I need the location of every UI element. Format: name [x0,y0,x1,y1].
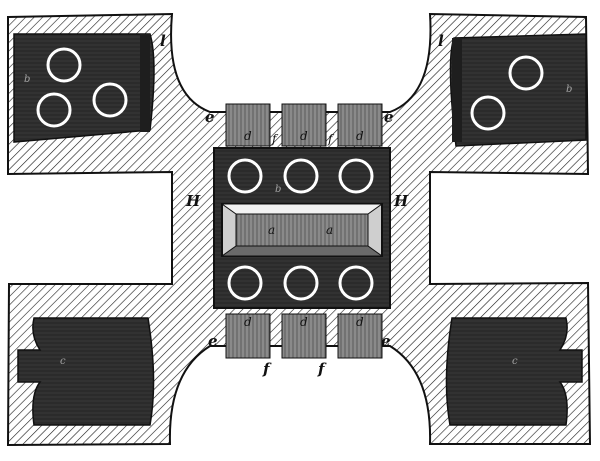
label-l-left: l [160,32,166,50]
bottom-channels [225,313,383,359]
label-d-bottom-1: d [244,315,252,329]
central-panel-bevel [220,203,384,215]
bolt-circle [470,95,506,131]
label-b-left: b [24,74,30,85]
label-f-bottom-2: f [317,360,327,378]
label-a-2: a [326,223,333,237]
bolt-circle [283,158,319,194]
bolt-circle [508,55,544,91]
chamber-top-right-bar [452,38,462,142]
chamber-bottom-right [445,317,583,426]
circles-top-right [470,55,544,131]
label-d-top-3: d [356,129,364,143]
label-b-center: b [275,184,281,195]
label-H-right: H [393,192,409,210]
chamber-top-left-bar [140,34,150,132]
label-c-left: c [60,356,66,367]
label-d-top-2: d [300,129,308,143]
label-a-1: a [268,223,275,237]
circles-top-left [36,47,128,128]
label-e-bottom-left: e [208,332,218,350]
label-e-bottom-right: e [381,332,391,350]
top-channels [225,103,383,147]
label-f-top-2: f [327,132,335,146]
bolt-circle [283,265,319,301]
label-e-top-left: e [205,108,215,126]
label-d-bottom-2: d [300,315,308,329]
circles-central-bottom [227,265,374,301]
bolt-circle [227,265,263,301]
label-d-bottom-3: d [356,315,364,329]
label-f-bottom-1: f [262,360,272,378]
central-panel-bevel-bottom [220,245,384,257]
central-panel-face [235,213,369,247]
label-H-left: H [185,192,201,210]
chamber-bottom-left [17,317,155,426]
bolt-circle [92,82,128,118]
bolt-circle [36,92,72,128]
bolt-circle [46,47,82,83]
label-b-right: b [566,84,572,95]
chamber-top-left [13,33,155,143]
bolt-circle [338,265,374,301]
circles-central-top [227,158,374,194]
label-e-top-right: e [384,108,394,126]
bolt-circle [338,158,374,194]
label-c-right: c [512,356,518,367]
bolt-circle [227,158,263,194]
label-f-top-1: f [271,132,279,146]
label-l-right: l [438,32,444,50]
label-d-top-1: d [244,129,252,143]
